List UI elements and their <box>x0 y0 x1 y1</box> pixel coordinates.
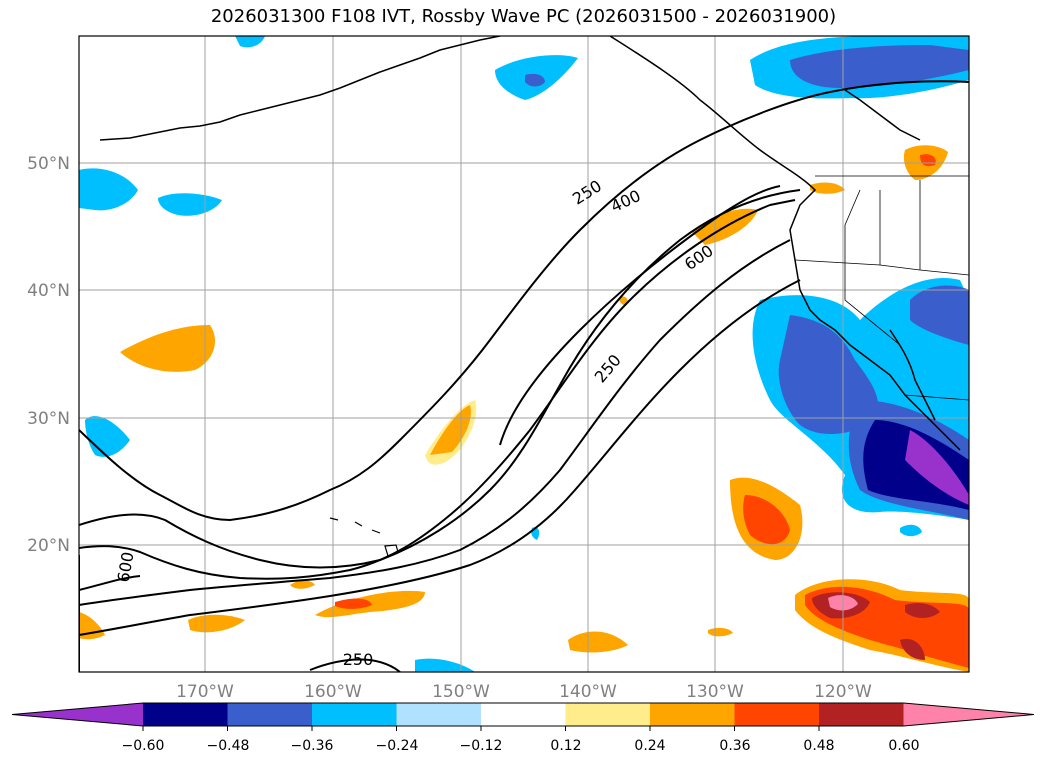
colorbar-segment <box>227 703 312 726</box>
map-area <box>79 36 969 672</box>
contour-label-250-south: 250 <box>591 351 625 387</box>
colorbar-tick: 0.48 <box>803 738 834 754</box>
colorbar-tick: −0.36 <box>291 738 334 754</box>
colorbar-segment <box>734 703 819 726</box>
latitude-labels: 50°N 40°N 30°N 20°N <box>27 154 70 556</box>
colorbar <box>11 702 1035 731</box>
lon-label-150w: 150°W <box>432 682 490 702</box>
negative-shading <box>79 36 969 672</box>
hawaii-islands <box>329 517 399 557</box>
contour-label-400: 400 <box>608 186 644 216</box>
colorbar-tick: 0.12 <box>550 738 581 754</box>
lat-label-20n: 20°N <box>27 536 70 556</box>
colorbar-tick: −0.60 <box>122 738 165 754</box>
colorbar-extend-min <box>12 703 143 726</box>
political-borders <box>794 175 969 401</box>
map-title: 2026031300 F108 IVT, Rossby Wave PC (202… <box>210 6 837 27</box>
lon-label-170w: 170°W <box>176 682 234 702</box>
longitude-labels: 170°W 160°W 150°W 140°W 130°W 120°W <box>176 682 872 702</box>
lat-label-40n: 40°N <box>27 281 70 301</box>
colorbar-extend-max <box>903 703 1034 726</box>
contour-label-600-east: 600 <box>681 241 717 274</box>
colorbar-segment <box>481 703 566 726</box>
contour-label-250-bottom: 250 <box>343 650 374 669</box>
colorbar-tick: 0.24 <box>634 738 665 754</box>
lon-label-140w: 140°W <box>559 682 617 702</box>
contour-label-600-west: 600 <box>114 550 138 583</box>
colorbar-tick: 0.60 <box>888 738 919 754</box>
lon-label-120w: 120°W <box>814 682 872 702</box>
map-frame <box>78 35 970 673</box>
colorbar-tick: −0.12 <box>460 738 503 754</box>
colorbar-segment <box>819 703 904 726</box>
lon-label-130w: 130°W <box>686 682 744 702</box>
colorbar-segment <box>143 703 228 726</box>
lat-label-30n: 30°N <box>27 409 70 429</box>
colorbar-segment <box>396 703 481 726</box>
colorbar-tick: 0.36 <box>719 738 750 754</box>
colorbar-segment <box>312 703 397 726</box>
contour-label-250-north: 250 <box>569 176 605 208</box>
lat-label-50n: 50°N <box>27 154 70 174</box>
lon-label-160w: 160°W <box>304 682 362 702</box>
colorbar-segment <box>565 703 650 726</box>
colorbar-tick-labels: −0.60 −0.48 −0.36 −0.24 −0.12 0.12 0.24 … <box>122 738 920 754</box>
colorbar-tick: −0.24 <box>376 738 419 754</box>
graticule <box>79 36 969 672</box>
colorbar-tick: −0.48 <box>207 738 250 754</box>
colorbar-segment <box>650 703 735 726</box>
coastlines <box>99 36 961 451</box>
ivt-contours <box>79 80 969 672</box>
